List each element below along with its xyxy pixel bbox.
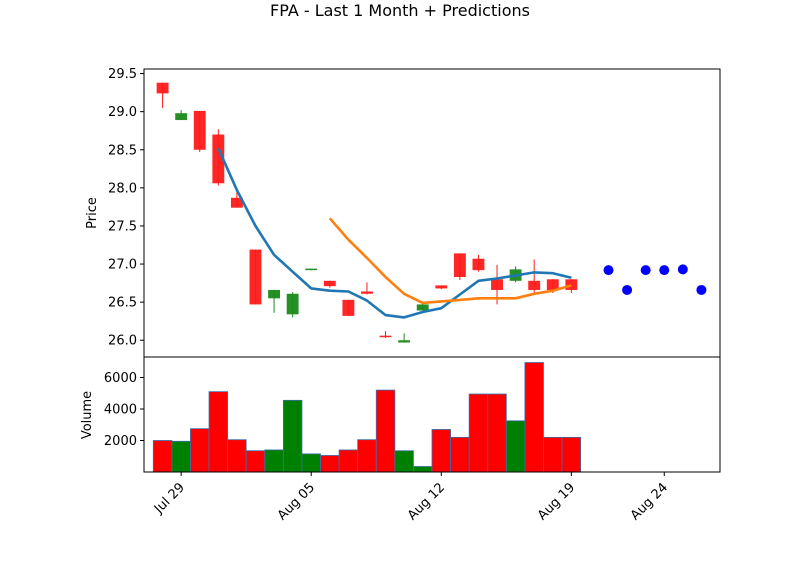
volume-bar xyxy=(152,440,173,473)
candle-body xyxy=(546,279,559,290)
volume-panel: 2000 4000 6000 Volume xyxy=(80,356,721,473)
volume-bar xyxy=(543,436,563,473)
price-tick-label: 26.0 xyxy=(108,334,137,349)
candle-body xyxy=(175,113,188,121)
candle-body xyxy=(342,299,355,316)
volume-bar xyxy=(245,450,266,473)
candle-body xyxy=(398,340,411,343)
price-tick-label: 26.5 xyxy=(108,296,137,311)
price-tick-label: 27.0 xyxy=(108,258,137,273)
volume-tick-label: 2000 xyxy=(104,434,137,449)
candle-body xyxy=(286,293,299,315)
volume-bar xyxy=(301,453,321,473)
candle-body xyxy=(193,110,206,150)
x-tick-label: Aug 19 xyxy=(535,480,578,523)
candle-body xyxy=(491,279,503,290)
prediction-point xyxy=(640,265,651,276)
volume-bar xyxy=(413,466,433,473)
prediction-point xyxy=(603,265,614,276)
volume-bar xyxy=(450,436,470,473)
indicator-lines xyxy=(217,147,572,319)
prediction-point xyxy=(677,264,688,275)
volume-bar xyxy=(282,399,303,473)
candle-body xyxy=(453,253,466,277)
volume-bar xyxy=(227,439,247,473)
candle-body xyxy=(528,280,541,290)
volume-plot-frame xyxy=(143,356,721,473)
volume-y-axis: 2000 4000 6000 xyxy=(104,371,144,449)
candle-body xyxy=(379,335,392,338)
prediction-point xyxy=(696,284,707,295)
volume-bar xyxy=(208,391,229,473)
x-tick-label: Jul 29 xyxy=(151,480,188,517)
volume-bar xyxy=(171,440,191,473)
candle-body xyxy=(435,285,448,289)
volume-bar xyxy=(264,449,284,473)
blue-moving-average-line xyxy=(217,147,572,319)
candle-body xyxy=(230,197,243,208)
candle-body xyxy=(361,291,373,294)
volume-bar xyxy=(524,362,544,473)
volume-bar xyxy=(338,449,359,473)
prediction-point xyxy=(622,284,633,295)
volume-tick-label: 4000 xyxy=(104,402,137,417)
price-tick-label: 29.0 xyxy=(108,105,137,120)
orange-moving-average-line xyxy=(328,217,572,305)
x-axis: Jul 29 Aug 05 Aug 12 Aug 19 Aug 24 xyxy=(151,472,671,523)
candle-body xyxy=(249,249,262,305)
volume-bar xyxy=(320,455,340,473)
price-tick-label: 28.5 xyxy=(108,143,137,158)
volume-bar xyxy=(505,420,526,473)
price-tick-label: 28.0 xyxy=(108,181,137,196)
x-tick-label: Aug 12 xyxy=(405,480,448,523)
candle-body xyxy=(268,289,281,299)
chart-title: FPA - Last 1 Month + Predictions xyxy=(270,1,530,20)
volume-bar xyxy=(357,439,377,473)
price-axis-label: Price xyxy=(85,197,100,229)
volume-bar xyxy=(431,429,451,473)
candle-body xyxy=(565,279,578,290)
price-plot-area xyxy=(144,69,720,357)
price-tick-label: 27.5 xyxy=(108,219,137,234)
volume-bar xyxy=(487,393,507,473)
candle-body xyxy=(156,82,169,94)
candle-body xyxy=(212,134,225,184)
price-y-axis: 26.0 26.5 27.0 27.5 28.0 28.5 29.0 29.5 xyxy=(108,67,144,349)
volume-bar xyxy=(375,389,396,473)
prediction-point xyxy=(659,265,670,276)
volume-bar xyxy=(468,393,489,473)
x-tick-label: Aug 24 xyxy=(628,480,671,523)
candle-body xyxy=(305,268,318,271)
volume-bars xyxy=(152,362,582,473)
volume-bar xyxy=(561,436,582,473)
volume-axis-label: Volume xyxy=(80,391,95,439)
volume-tick-label: 6000 xyxy=(104,371,137,386)
prediction-points xyxy=(603,264,707,295)
volume-bar xyxy=(394,450,414,473)
candle-body xyxy=(416,304,429,311)
price-tick-label: 29.5 xyxy=(108,67,137,82)
price-panel: 26.0 26.5 27.0 27.5 28.0 28.5 29.0 29.5 Price xyxy=(85,67,721,358)
candle-body xyxy=(323,280,336,287)
candle-body xyxy=(472,258,485,271)
volume-bar xyxy=(190,428,210,473)
x-tick-label: Aug 05 xyxy=(275,480,318,523)
